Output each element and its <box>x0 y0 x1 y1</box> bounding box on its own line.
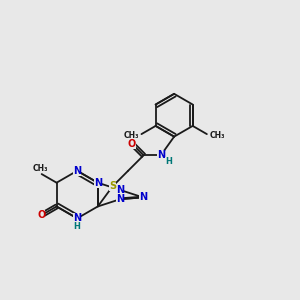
Text: CH₃: CH₃ <box>124 131 139 140</box>
Text: H: H <box>74 222 81 231</box>
Text: N: N <box>116 185 124 195</box>
Text: CH₃: CH₃ <box>209 131 225 140</box>
Text: N: N <box>94 178 102 188</box>
Text: N: N <box>157 150 165 160</box>
Text: O: O <box>128 139 136 149</box>
Text: H: H <box>165 158 172 166</box>
Text: N: N <box>139 192 147 203</box>
Text: S: S <box>109 181 116 191</box>
Text: N: N <box>73 213 81 224</box>
Text: O: O <box>37 210 45 220</box>
Text: N: N <box>73 166 81 176</box>
Text: CH₃: CH₃ <box>32 164 48 172</box>
Text: N: N <box>116 194 124 204</box>
